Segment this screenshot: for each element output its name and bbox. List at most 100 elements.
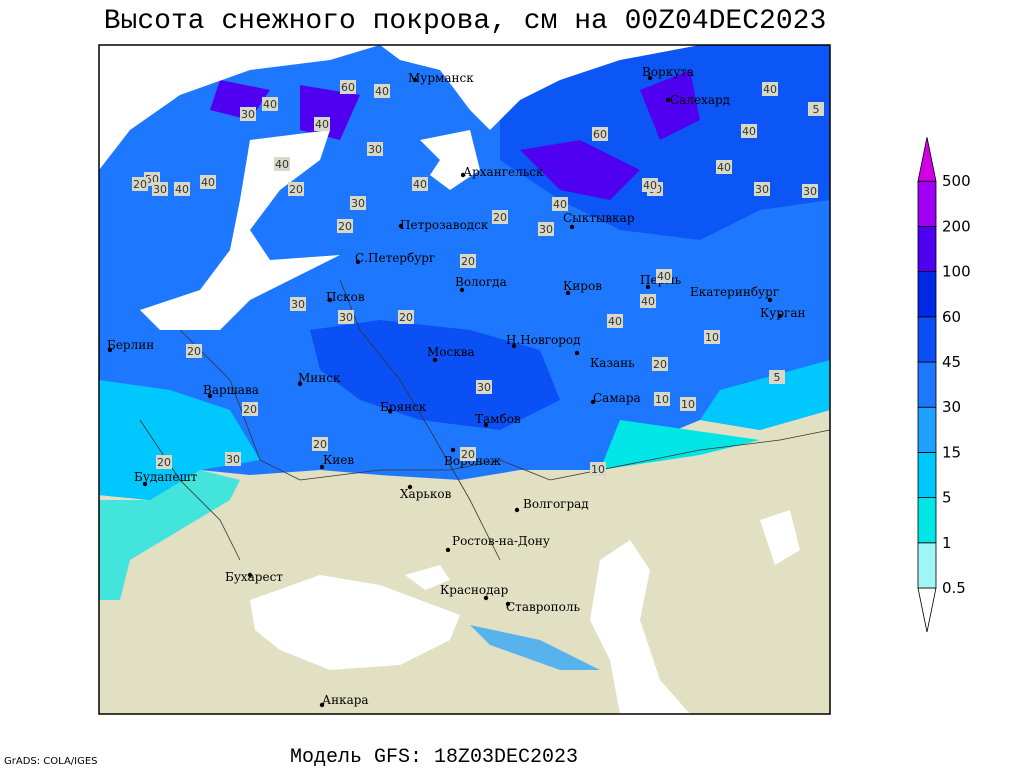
city-dot	[483, 422, 489, 428]
city-label: Берлин	[107, 338, 154, 352]
snow-thin	[99, 470, 240, 600]
city-label: Брянск	[380, 400, 427, 414]
city-dot	[459, 287, 465, 293]
contour-label: 30	[153, 183, 167, 196]
contour-label-box	[152, 182, 168, 196]
city-dot	[387, 408, 393, 414]
contour-label: 60	[593, 128, 607, 141]
contour-label-box	[642, 178, 658, 192]
snow-deep	[310, 320, 560, 430]
contour-label: 40	[413, 178, 427, 191]
city-dot	[450, 447, 456, 453]
contour-label: 20	[338, 220, 352, 233]
city-label: Архангельск	[463, 165, 544, 179]
city-label: Н.Новгород	[506, 333, 581, 347]
contour-label: 10	[681, 398, 695, 411]
contour-label-box	[460, 254, 476, 268]
city-dot	[505, 601, 511, 607]
baltic-sea	[140, 130, 340, 330]
city-label: Самара	[593, 391, 641, 405]
contour-label-box	[367, 142, 383, 156]
city-dot	[511, 343, 517, 349]
city-label: Салехард	[670, 93, 730, 107]
colorbar-label: 1	[942, 534, 952, 552]
contour-label-box	[552, 197, 568, 211]
colorbar-label: 5	[942, 489, 952, 507]
contour-label-box	[350, 196, 366, 210]
caucasus-snow	[470, 625, 600, 670]
contour-label-box	[592, 127, 608, 141]
contour-label-box	[652, 357, 668, 371]
city-dot	[767, 297, 773, 303]
contour-label: 40	[717, 161, 731, 174]
contour-label-box	[240, 107, 256, 121]
city-dot	[432, 357, 438, 363]
city-dot	[665, 97, 671, 103]
contour-label-box	[476, 380, 492, 394]
city-label: Тамбов	[475, 412, 521, 426]
contour-label: 40	[263, 98, 277, 111]
credit: GrADS: COLA/IGES	[4, 756, 98, 767]
city-label: Казань	[590, 356, 635, 370]
colorbar-label: 45	[942, 353, 961, 371]
city-label: Мурманск	[408, 71, 474, 85]
contour-label-box	[340, 80, 356, 94]
contour-label: 40	[375, 85, 389, 98]
city-label: Ставрополь	[506, 600, 580, 614]
city-dot	[319, 702, 325, 708]
colorbar-band	[917, 361, 937, 408]
azov-sea	[405, 565, 450, 590]
contour-label-box	[492, 210, 508, 224]
city-label: Сыктывкар	[563, 211, 635, 225]
colorbar-label: 30	[942, 398, 961, 416]
contour-label-box	[398, 310, 414, 324]
snow-thin	[600, 420, 760, 470]
plot-frame	[98, 44, 831, 715]
city-dot	[398, 223, 404, 229]
city-dot	[107, 347, 113, 353]
colorbar-end	[917, 137, 937, 182]
colorbar-band	[917, 542, 937, 589]
colorbar-label: 60	[942, 308, 961, 326]
city-dot	[445, 547, 451, 553]
contour-label-box	[200, 175, 216, 189]
contour-label: 10	[705, 331, 719, 344]
contour-label: 60	[341, 81, 355, 94]
contour-label-box	[607, 314, 623, 328]
city-dot	[142, 481, 148, 487]
contour-label-box	[640, 294, 656, 308]
contour-label-box	[337, 219, 353, 233]
city-label: Вологда	[455, 275, 507, 289]
contour-label: 40	[175, 183, 189, 196]
contour-label-box	[274, 157, 290, 171]
borders	[139, 279, 830, 561]
contour-label: 40	[608, 315, 622, 328]
title: Высота снежного покрова, см на 00Z04DEC2…	[104, 6, 827, 37]
colorbar-band	[917, 497, 937, 544]
contour-label: 20	[653, 358, 667, 371]
contour-label-box	[186, 344, 202, 358]
contour-label-box	[754, 182, 770, 196]
caspian-sea	[590, 540, 690, 714]
city-dot	[645, 284, 651, 290]
city-label: Анкара	[322, 693, 369, 707]
city-dot	[569, 224, 575, 230]
map	[99, 45, 830, 714]
contour-label-box	[704, 330, 720, 344]
contour-label: 20	[187, 345, 201, 358]
colorbar-label: 0.5	[942, 579, 966, 597]
city-label: Киров	[563, 279, 602, 293]
contour-label-box	[808, 102, 824, 116]
contour-label-box	[262, 97, 278, 111]
contour-label: 30	[803, 185, 817, 198]
contour-label: 40	[275, 158, 289, 171]
contour-label: 20	[157, 456, 171, 469]
colorbar-band	[917, 451, 937, 498]
city-label: Будапешт	[134, 470, 198, 484]
contour-label: 20	[399, 311, 413, 324]
contour-label-box	[374, 84, 390, 98]
city-dot	[590, 399, 596, 405]
contour-label: 40	[763, 83, 777, 96]
city-dot	[247, 572, 253, 578]
